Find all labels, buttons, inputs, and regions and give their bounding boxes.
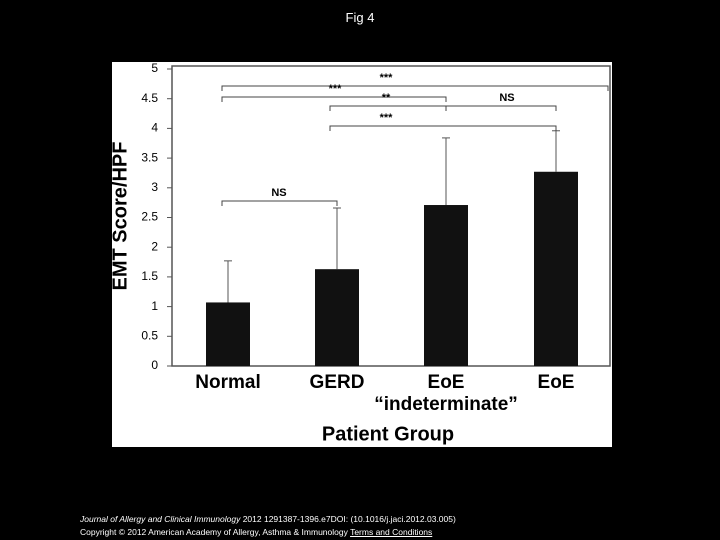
x-axis-label: Patient Group: [322, 423, 454, 445]
y-axis-label: EMT Score/HPF: [109, 142, 131, 291]
significance-bracket: [445, 105, 557, 111]
journal: Journal of Allergy and Clinical Immunolo…: [80, 514, 241, 524]
significance-label: ***: [380, 72, 394, 84]
y-tick-label: 3.5: [141, 150, 158, 164]
copyright: Copyright © 2012 American Academy of All…: [80, 527, 351, 537]
y-tick-label: 0.5: [141, 328, 158, 342]
plot-frame: [171, 65, 611, 367]
significance-bracket: [329, 125, 557, 131]
significance-label: NS: [499, 92, 514, 104]
citation: Journal of Allergy and Clinical Immunolo…: [80, 514, 456, 524]
y-tick-label: 2: [151, 239, 158, 253]
x-tick-note: “indeterminate”: [374, 394, 518, 415]
copyright-line: Copyright © 2012 American Academy of All…: [80, 527, 432, 537]
y-tick-label: 5: [151, 61, 158, 75]
bar: [315, 269, 359, 366]
significance-bracket: [221, 200, 338, 206]
bar: [534, 171, 578, 366]
bar: [206, 302, 250, 366]
y-tick-label: 1.5: [141, 269, 158, 283]
terms-link[interactable]: Terms and Conditions: [350, 527, 433, 537]
significance-label: ***: [329, 83, 343, 95]
y-tick-label: 2.5: [141, 210, 158, 224]
significance-label: NS: [271, 187, 286, 199]
y-tick-label: 0: [151, 358, 158, 372]
y-tick-label: 4.5: [141, 91, 158, 105]
significance-label: ***: [380, 112, 394, 124]
figure-title: Fig 4: [345, 10, 375, 25]
y-tick-label: 3: [151, 180, 158, 194]
y-tick-label: 4: [151, 121, 158, 135]
significance-bracket: [221, 96, 447, 102]
y-tick-label: 1: [151, 299, 158, 313]
bar: [424, 205, 468, 366]
x-tick-label: Normal: [195, 372, 260, 393]
citation-text: 2012 1291387-1396.e7DOI: (10.1016/j.jaci…: [240, 514, 456, 524]
x-tick-label: EoE: [538, 372, 575, 393]
significance-bracket: [221, 85, 609, 91]
x-tick-label: GERD: [310, 372, 365, 393]
significance-label: **: [382, 92, 391, 104]
x-tick-label: EoE: [428, 372, 465, 393]
